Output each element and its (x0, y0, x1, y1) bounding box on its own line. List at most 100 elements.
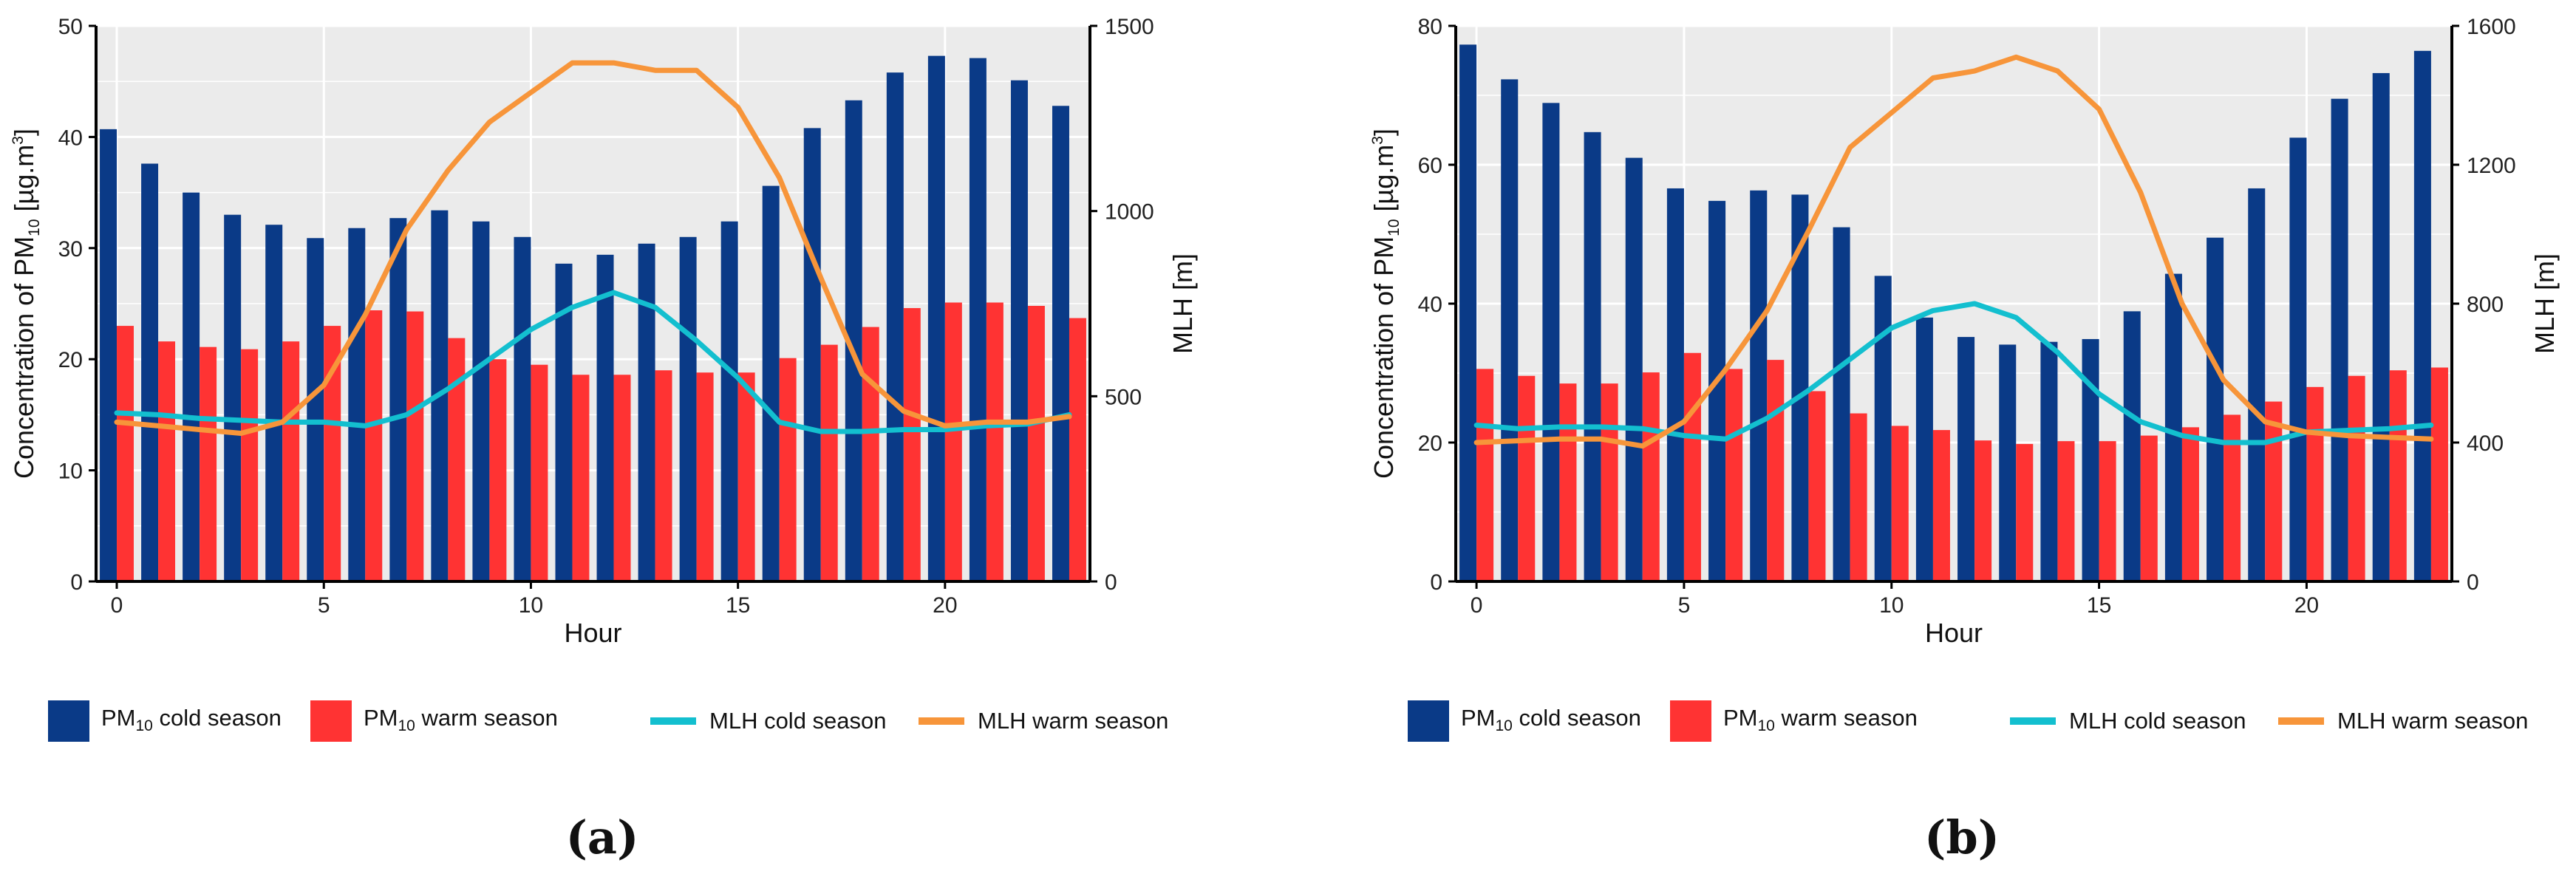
bar-pm10-cold (2331, 98, 2348, 581)
bar-pm10-cold (2248, 188, 2266, 581)
bar-pm10-warm (1642, 372, 1660, 581)
y-tick-label: 0 (1430, 570, 1442, 595)
bar-pm10-cold (389, 218, 407, 581)
bar-pm10-warm (779, 358, 797, 581)
x-tick-label: 0 (111, 593, 123, 618)
bar-pm10-warm (1808, 391, 1826, 581)
y2-tick-label: 400 (2467, 431, 2504, 456)
y2-tick-label: 0 (2467, 570, 2479, 595)
y2-axis-title: MLH [m] (2529, 253, 2560, 354)
bar-pm10-warm (572, 375, 590, 581)
bar-pm10-cold (2413, 50, 2431, 582)
bar-pm10-cold (803, 128, 821, 582)
bar-pm10-warm (406, 311, 424, 581)
legend-pm10-warm-swatch (1670, 700, 1711, 742)
x-tick-label: 10 (519, 593, 543, 618)
line-mlh-warm (1473, 54, 2434, 449)
legend-pm10-cold-label: PM10 cold season (1461, 705, 1641, 734)
y-axis-title: Concentration of PM10 [µg.m3] (9, 129, 43, 479)
bar-pm10-warm (2430, 367, 2448, 581)
bar-pm10-cold (969, 58, 987, 582)
bar-pm10-cold (1584, 132, 1601, 581)
panel-label: (a) (566, 810, 639, 864)
bars (1459, 44, 2448, 582)
y-tick-label: 30 (58, 237, 83, 262)
legend-mlh-cold-label: MLH cold season (709, 708, 887, 734)
panel-label: (b) (1924, 810, 2000, 864)
bar-pm10-cold (2207, 237, 2224, 581)
legend-pm10-cold-label: PM10 cold season (101, 705, 282, 734)
bar-pm10-warm (986, 302, 1004, 581)
bar-pm10-warm (1518, 375, 1536, 581)
y2-axis-title: MLH [m] (1168, 253, 1198, 354)
bar-pm10-cold (2040, 341, 2058, 581)
bar-pm10-warm (944, 302, 962, 581)
bar-pm10-warm (324, 326, 341, 581)
bar-pm10-warm (117, 326, 134, 581)
legend-pm10-warm-label: PM10 warm season (1723, 705, 1918, 734)
bar-pm10-cold (141, 163, 159, 582)
bar-pm10-cold (1957, 337, 1975, 581)
bar-pm10-cold (845, 100, 862, 581)
bar-pm10-warm (903, 308, 921, 581)
bar-pm10-warm (158, 341, 176, 581)
legend: PM10 cold season PM10 warm season MLH cold… (48, 700, 1168, 742)
bar-pm10-cold (472, 221, 490, 581)
y-tick-label: 0 (70, 570, 83, 595)
bar-pm10-warm (1932, 430, 1950, 581)
bar-pm10-warm (1974, 440, 1992, 581)
bar-pm10-warm (2348, 375, 2365, 581)
bar-pm10-cold (224, 214, 242, 581)
y2-tick-label: 1200 (2467, 154, 2516, 178)
bar-pm10-cold (2164, 273, 2182, 581)
y-tick-label: 40 (58, 126, 83, 150)
y-tick-label: 10 (58, 460, 83, 484)
bar-pm10-cold (2289, 137, 2307, 582)
axes (1448, 24, 2459, 589)
y2-tick-label: 500 (1105, 385, 1142, 409)
lines (114, 60, 1072, 436)
bars (100, 55, 1086, 582)
bar-pm10-cold (183, 192, 200, 582)
bar-pm10-cold (886, 72, 904, 582)
legend-pm10-warm-label: PM10 warm season (364, 705, 558, 734)
bar-pm10-cold (1010, 80, 1028, 582)
bar-pm10-warm (696, 372, 714, 581)
bar-pm10-cold (1874, 276, 1892, 581)
bar-pm10-cold (514, 236, 531, 581)
bar-pm10-warm (1725, 369, 1743, 581)
x-tick-label: 15 (726, 593, 750, 618)
legend-pm10-warm-swatch (310, 700, 352, 742)
bar-pm10-warm (2140, 435, 2158, 581)
x-tick-label: 20 (933, 593, 957, 618)
axes (89, 24, 1097, 589)
bar-pm10-warm (2224, 414, 2241, 581)
y2-tick-label: 1000 (1105, 200, 1154, 225)
bar-pm10-cold (1915, 317, 1933, 581)
x-tick-label: 0 (1471, 593, 1483, 618)
bar-pm10-warm (531, 364, 548, 581)
bar-pm10-warm (862, 327, 879, 581)
bar-pm10-warm (241, 349, 259, 581)
legend-pm10-cold-swatch (1408, 700, 1449, 742)
x-tick-label: 10 (1879, 593, 1904, 618)
lines (1473, 54, 2434, 449)
bar-pm10-cold (307, 238, 324, 581)
line-mlh-warm (114, 60, 1072, 436)
bar-pm10-warm (2057, 441, 2075, 581)
legend-mlh-cold-label: MLH cold season (2069, 708, 2246, 734)
x-tick-label: 5 (318, 593, 330, 618)
bar-pm10-cold (1501, 79, 1519, 581)
bar-pm10-warm (1767, 360, 1785, 581)
bar-pm10-warm (1683, 352, 1701, 581)
bar-pm10-cold (638, 243, 655, 581)
legend-mlh-warm-label: MLH warm season (978, 708, 1168, 734)
bar-pm10-warm (2016, 443, 2034, 581)
bar-pm10-warm (1601, 383, 1618, 581)
bar-pm10-warm (613, 375, 631, 581)
bar-pm10-warm (2265, 401, 2283, 581)
